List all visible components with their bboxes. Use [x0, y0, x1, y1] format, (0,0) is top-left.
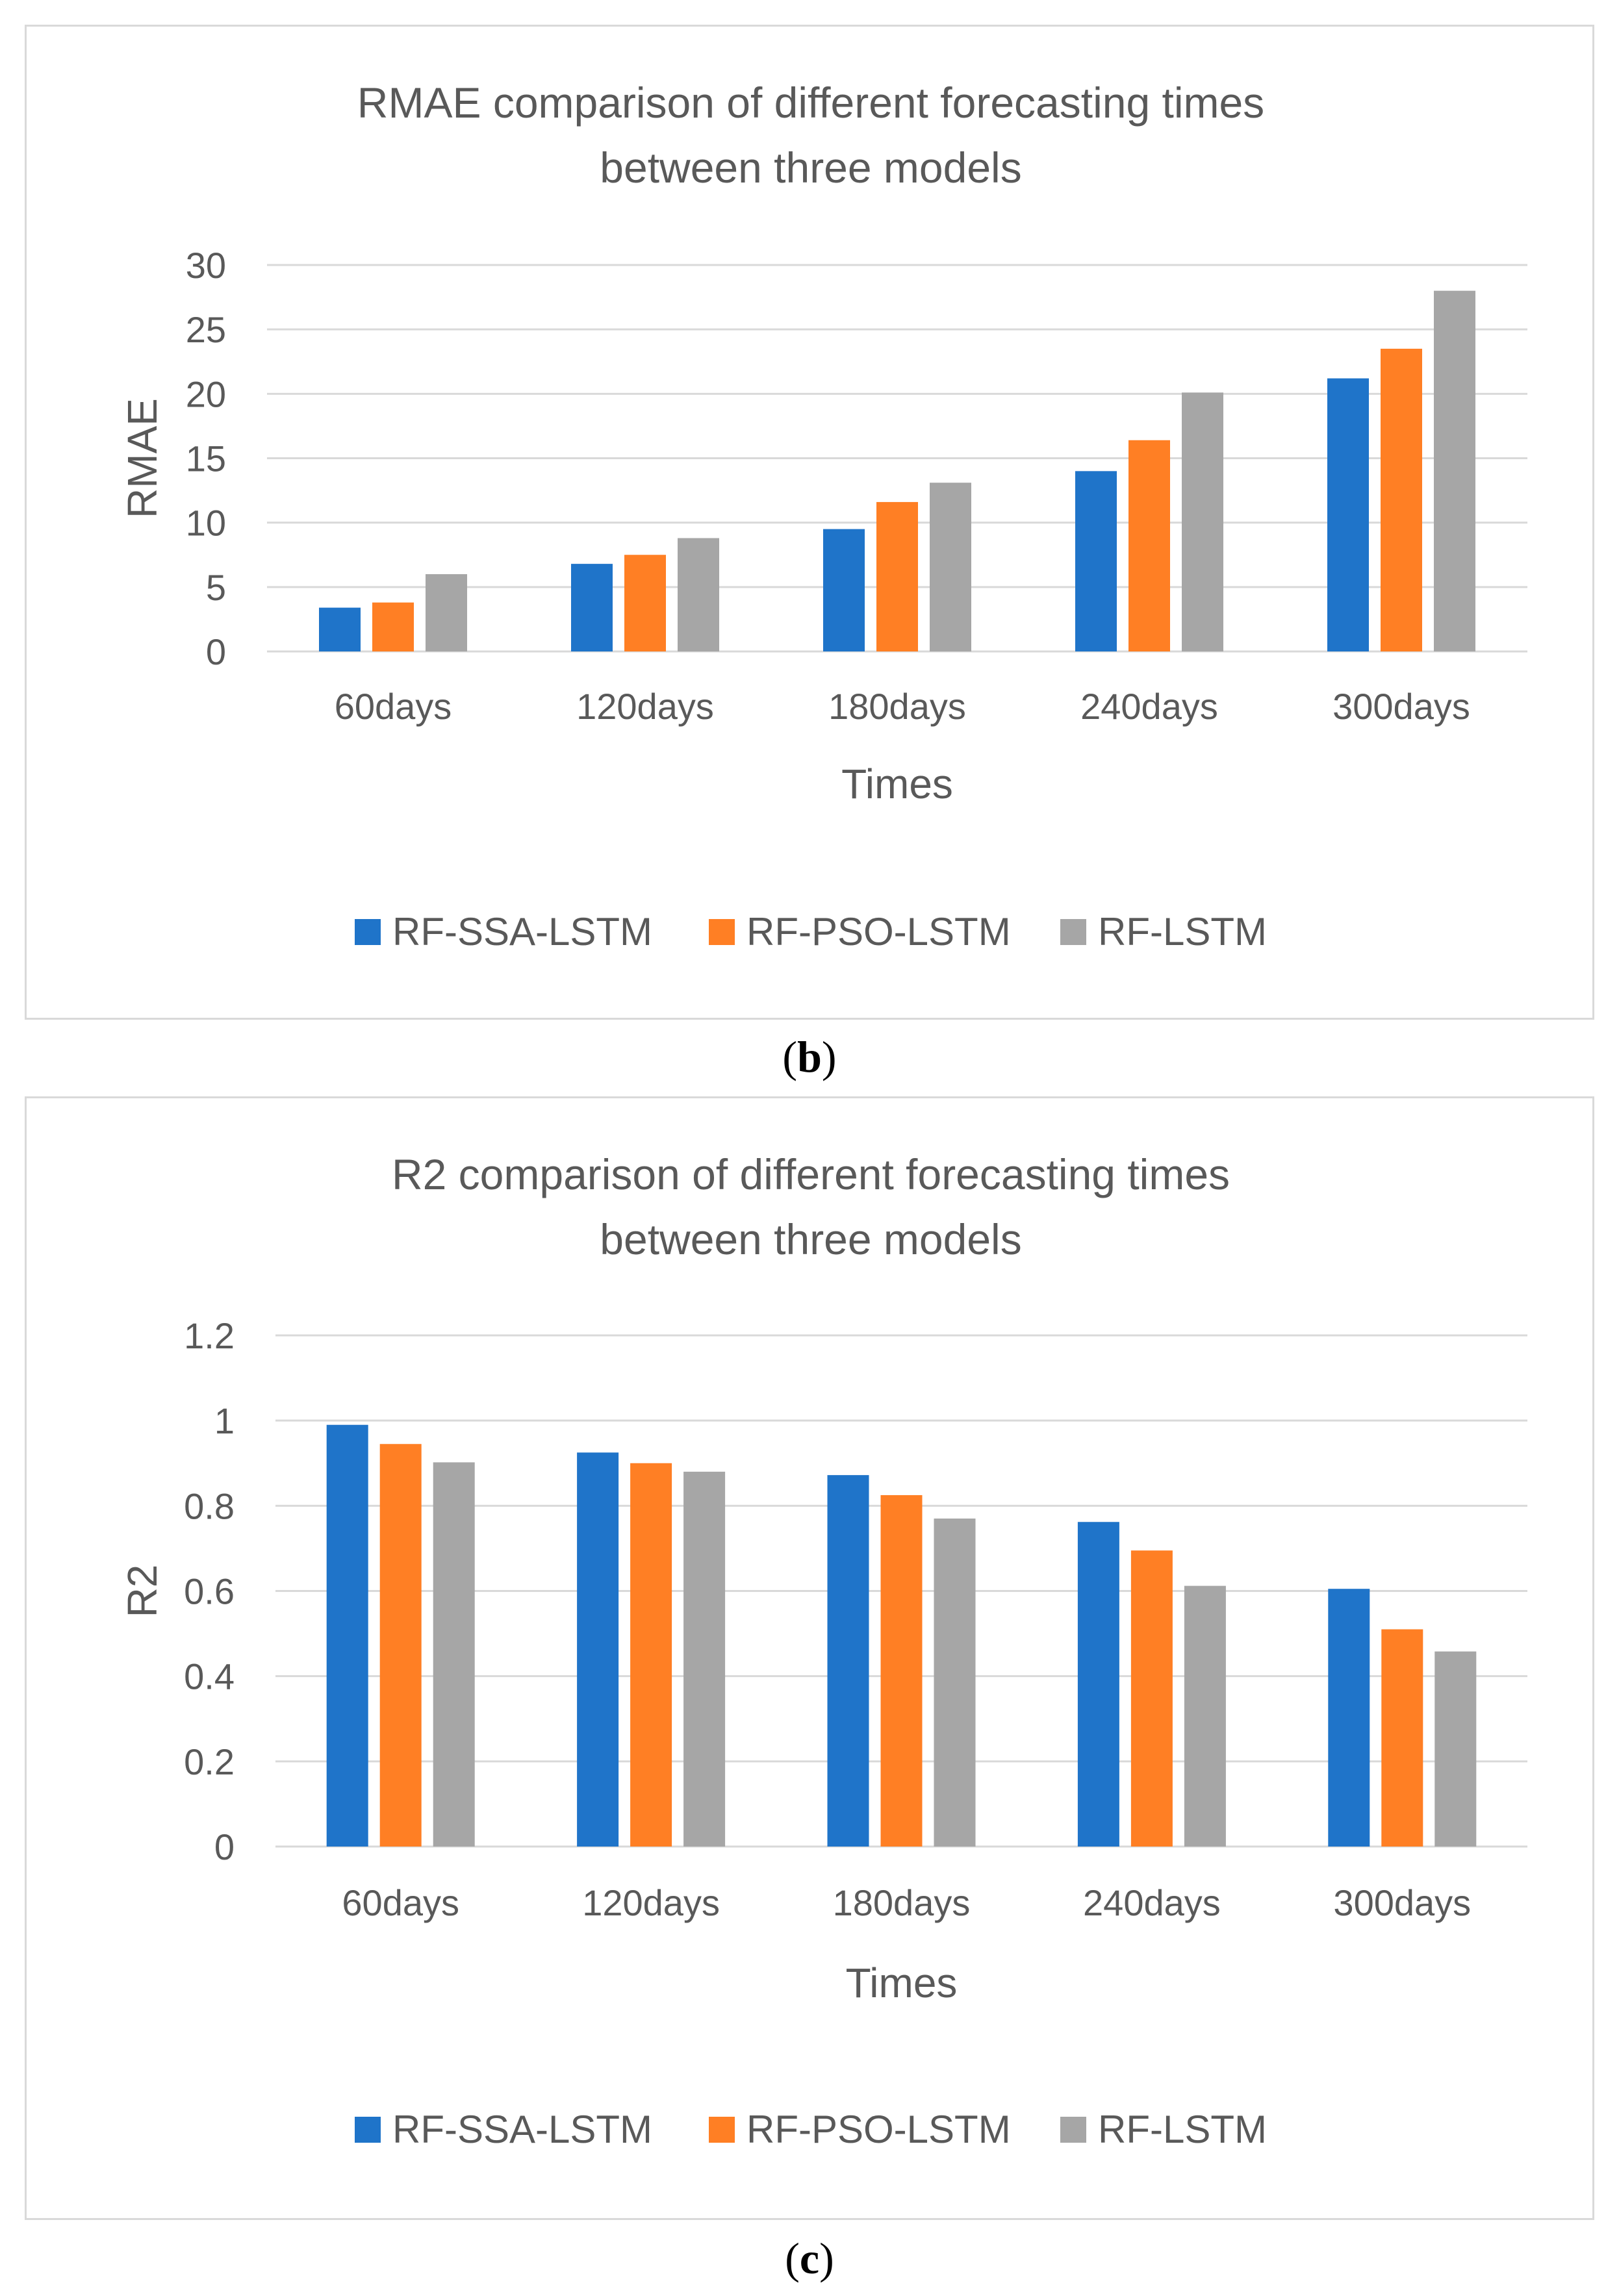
r2-bar-180days-rf-ssa-lstm	[827, 1475, 869, 1847]
rmae-bar-120days-rf-lstm	[678, 538, 719, 651]
caption-c-letter: c	[799, 2234, 820, 2283]
r2-y-tick-label: 0	[214, 1826, 235, 1867]
r2-bar-60days-rf-lstm	[433, 1462, 475, 1847]
r2-x-tick-label: 300days	[1333, 1882, 1471, 1923]
rmae-bar-60days-rf-pso-lstm	[372, 602, 414, 651]
rmae-bar-60days-rf-lstm	[426, 574, 467, 651]
r2-y-tick-label: 0.4	[184, 1656, 235, 1697]
r2-bar-120days-rf-lstm	[683, 1471, 726, 1847]
r2-legend-label: RF-PSO-LSTM	[746, 2108, 1011, 2151]
caption-c: (c)	[785, 2234, 834, 2283]
rmae-y-tick-label: 5	[206, 567, 226, 608]
rmae-y-tick-label: 0	[206, 631, 226, 672]
r2-y-tick-label: 0.2	[184, 1741, 235, 1782]
caption-b: (b)	[782, 1032, 837, 1081]
r2-chart: R2 comparison of different forecasting t…	[119, 1150, 1527, 2151]
r2-bar-120days-rf-ssa-lstm	[577, 1452, 619, 1847]
rmae-bar-240days-rf-lstm	[1182, 392, 1223, 651]
rmae-legend-label: RF-SSA-LSTM	[392, 910, 652, 953]
r2-bar-180days-rf-pso-lstm	[880, 1495, 923, 1847]
rmae-chart: RMAE comparison of different forecasting…	[119, 79, 1527, 953]
rmae-bar-120days-rf-pso-lstm	[624, 555, 666, 651]
r2-y-axis-label: R2	[119, 1565, 166, 1618]
r2-y-tick-label: 1	[214, 1400, 235, 1441]
r2-y-tick-label: 1.2	[184, 1315, 235, 1356]
r2-chart-panel: R2 comparison of different forecasting t…	[25, 1096, 1594, 2220]
rmae-bar-180days-rf-lstm	[930, 483, 971, 651]
r2-title-line-1: R2 comparison of different forecasting t…	[392, 1150, 1230, 1198]
r2-y-tick-label: 0.8	[184, 1485, 235, 1526]
r2-bar-240days-rf-ssa-lstm	[1077, 1522, 1119, 1847]
r2-x-tick-label: 180days	[833, 1882, 971, 1923]
r2-bar-300days-rf-ssa-lstm	[1328, 1589, 1370, 1847]
caption-b-letter: b	[797, 1032, 822, 1081]
rmae-chart-panel: RMAE comparison of different forecasting…	[25, 25, 1594, 1020]
r2-legend-swatch-rf-pso-lstm	[709, 2117, 735, 2143]
rmae-y-tick-label: 15	[186, 438, 226, 479]
r2-legend-swatch-rf-lstm	[1060, 2117, 1086, 2143]
r2-bar-300days-rf-pso-lstm	[1381, 1629, 1423, 1847]
r2-legend-label: RF-LSTM	[1098, 2108, 1267, 2151]
r2-bar-60days-rf-ssa-lstm	[326, 1424, 368, 1847]
rmae-title-line-2: between three models	[600, 144, 1021, 192]
r2-bar-240days-rf-pso-lstm	[1130, 1550, 1173, 1847]
rmae-bar-120days-rf-ssa-lstm	[571, 564, 613, 651]
rmae-bar-60days-rf-ssa-lstm	[319, 607, 361, 651]
rmae-bar-300days-rf-ssa-lstm	[1327, 378, 1369, 651]
r2-x-tick-label: 120days	[582, 1882, 720, 1923]
r2-legend-swatch-rf-ssa-lstm	[355, 2117, 381, 2143]
rmae-bar-300days-rf-pso-lstm	[1381, 348, 1422, 651]
r2-bar-60days-rf-pso-lstm	[379, 1444, 422, 1847]
rmae-y-tick-label: 25	[186, 309, 226, 350]
rmae-x-tick-label: 60days	[335, 686, 452, 727]
rmae-legend-label: RF-LSTM	[1098, 910, 1267, 953]
rmae-title-line-1: RMAE comparison of different forecasting…	[357, 79, 1264, 127]
r2-y-tick-label: 0.6	[184, 1571, 235, 1612]
rmae-legend-label: RF-PSO-LSTM	[746, 910, 1011, 953]
rmae-bar-180days-rf-ssa-lstm	[823, 529, 865, 651]
rmae-legend-swatch-rf-ssa-lstm	[355, 919, 381, 945]
r2-x-tick-label: 240days	[1083, 1882, 1221, 1923]
rmae-y-tick-label: 10	[186, 503, 226, 544]
r2-legend-label: RF-SSA-LSTM	[392, 2108, 652, 2151]
r2-x-axis-label: Times	[846, 1960, 958, 2006]
rmae-x-axis-label: Times	[841, 761, 953, 807]
rmae-legend-swatch-rf-lstm	[1060, 919, 1086, 945]
rmae-y-tick-label: 20	[186, 373, 226, 414]
r2-bar-120days-rf-pso-lstm	[630, 1463, 672, 1847]
rmae-y-axis-label: RMAE	[119, 398, 166, 518]
rmae-x-tick-label: 240days	[1080, 686, 1218, 727]
rmae-bar-240days-rf-pso-lstm	[1128, 440, 1170, 651]
rmae-bar-180days-rf-pso-lstm	[876, 501, 918, 651]
rmae-legend-swatch-rf-pso-lstm	[709, 919, 735, 945]
r2-bar-300days-rf-lstm	[1434, 1651, 1477, 1847]
r2-bar-180days-rf-lstm	[934, 1519, 976, 1847]
r2-title-line-2: between three models	[600, 1215, 1021, 1263]
rmae-y-tick-label: 30	[186, 245, 226, 286]
rmae-bar-240days-rf-ssa-lstm	[1075, 471, 1117, 651]
rmae-x-tick-label: 300days	[1332, 686, 1470, 727]
rmae-bar-300days-rf-lstm	[1434, 290, 1475, 652]
rmae-x-tick-label: 180days	[828, 686, 966, 727]
r2-bar-240days-rf-lstm	[1184, 1585, 1226, 1847]
rmae-x-tick-label: 120days	[576, 686, 714, 727]
r2-x-tick-label: 60days	[342, 1882, 459, 1923]
